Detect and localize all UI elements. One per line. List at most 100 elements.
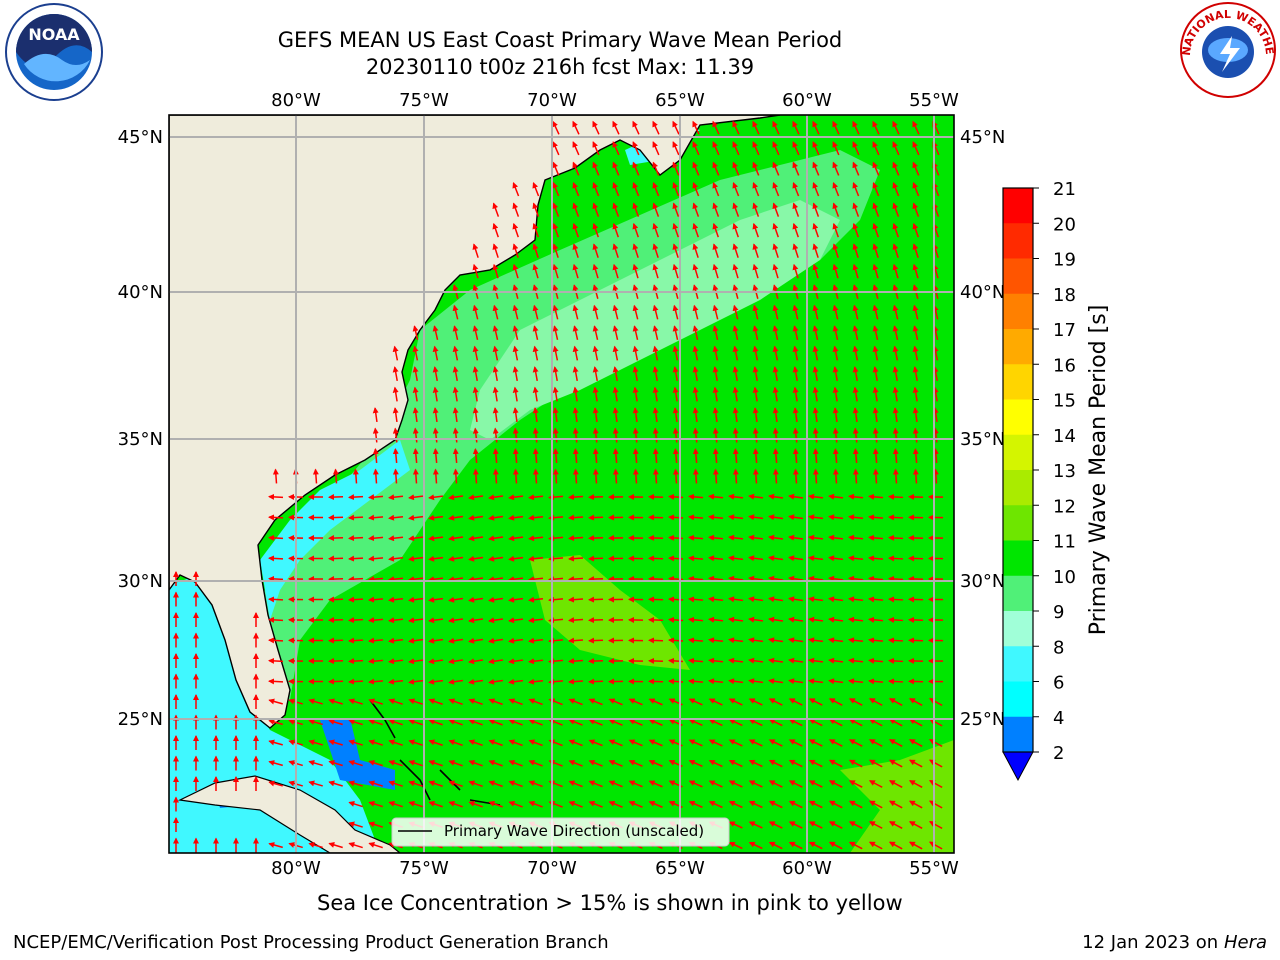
wave-vector (852, 202, 860, 217)
wave-vector (448, 658, 464, 665)
colorbar-swatch (1003, 258, 1033, 295)
wave-vector (772, 263, 779, 279)
wave-vector (828, 678, 844, 685)
wave-vector (792, 222, 799, 238)
wave-vector (568, 739, 583, 747)
wave-vector (792, 141, 800, 156)
wave-vector (612, 263, 619, 279)
wave-vector (428, 780, 443, 787)
wave-vector (908, 800, 923, 809)
wave-vector (428, 698, 443, 705)
wave-vector (868, 657, 884, 664)
wave-vector (808, 637, 824, 644)
wave-vector (892, 304, 899, 320)
wave-vector (848, 821, 863, 829)
colorbar-tick-label: 17 (1053, 320, 1076, 341)
wave-vector (472, 366, 479, 382)
north-america-land (169, 115, 781, 729)
wave-vector (508, 494, 524, 501)
wave-vector (308, 780, 323, 787)
wave-vector (612, 161, 620, 176)
wave-vector (648, 800, 663, 808)
wave-vector (728, 841, 743, 850)
wave-vector (268, 514, 284, 521)
wave-vector (692, 366, 699, 382)
lat-tick-label: 45°N (960, 127, 1005, 148)
wave-vector (592, 222, 599, 238)
wave-vector (768, 575, 784, 582)
wave-vector (592, 407, 599, 423)
wave-vector (488, 596, 504, 603)
wave-vector (672, 161, 680, 176)
wave-vector (588, 718, 603, 726)
wave-vector (572, 120, 580, 135)
wave-vector (652, 407, 659, 423)
wave-vector (812, 325, 819, 340)
wave-vector (408, 617, 424, 624)
wave-vector (472, 468, 479, 484)
wave-vector (852, 222, 859, 238)
wave-vector (488, 617, 504, 624)
wave-vector (412, 345, 419, 361)
wave-vector (672, 222, 679, 238)
wave-vector (728, 534, 744, 541)
wave-vector (788, 514, 804, 521)
wave-vector (728, 493, 744, 500)
wave-vector (708, 780, 723, 788)
wave-vector (388, 739, 403, 746)
wave-vector (528, 596, 544, 603)
wave-vector (928, 738, 943, 748)
wave-vector (648, 575, 664, 582)
wave-vector (848, 616, 864, 623)
wave-vector (428, 739, 443, 746)
wave-vector (572, 325, 579, 340)
wave-vector (888, 759, 903, 768)
wave-vector (492, 243, 499, 258)
wave-vector (572, 386, 579, 402)
wave-vector (892, 325, 899, 340)
wave-vector (812, 161, 820, 176)
wave-vector (732, 202, 740, 217)
wave-vector (788, 534, 804, 541)
wave-vector (812, 120, 820, 135)
wave-vector (832, 222, 839, 238)
lat-tick-label: 35°N (118, 429, 163, 450)
wave-vector (508, 617, 524, 624)
wave-vector (732, 366, 739, 382)
map-graticule (169, 115, 954, 853)
wave-vector (368, 780, 383, 787)
wave-vector (848, 514, 864, 521)
wave-vector (448, 739, 463, 747)
wave-vector (852, 120, 860, 135)
wave-vector (748, 534, 764, 541)
wave-vector (688, 698, 703, 706)
wave-vector (768, 596, 784, 603)
wave-vector (768, 637, 784, 644)
wave-vector (592, 202, 600, 217)
wave-vector (768, 678, 784, 685)
wave-vector (432, 427, 439, 443)
wave-vector (628, 759, 643, 767)
wave-vector (388, 698, 403, 705)
wave-vector (388, 780, 403, 787)
colorbar-tick-label: 8 (1053, 637, 1064, 658)
wave-vector (652, 263, 659, 279)
wave-vector (612, 366, 619, 382)
wave-vector (728, 698, 743, 706)
colorbar-swatch (1003, 716, 1033, 753)
wave-vector (632, 468, 639, 484)
wave-vector (552, 161, 560, 176)
wave-vector (492, 222, 499, 238)
lon-tick-label: 60°W (782, 858, 832, 879)
wave-vector (672, 345, 679, 361)
wave-vector (408, 535, 424, 542)
wave-vector (648, 493, 664, 500)
wave-vector (588, 739, 603, 747)
colorbar-swatch (1003, 293, 1033, 330)
wave-vector (408, 698, 423, 705)
wave-vector (848, 657, 864, 664)
wave-vector (632, 386, 639, 402)
wave-vector (908, 780, 923, 788)
wave-vector (688, 493, 704, 500)
wave-vector (712, 345, 719, 361)
